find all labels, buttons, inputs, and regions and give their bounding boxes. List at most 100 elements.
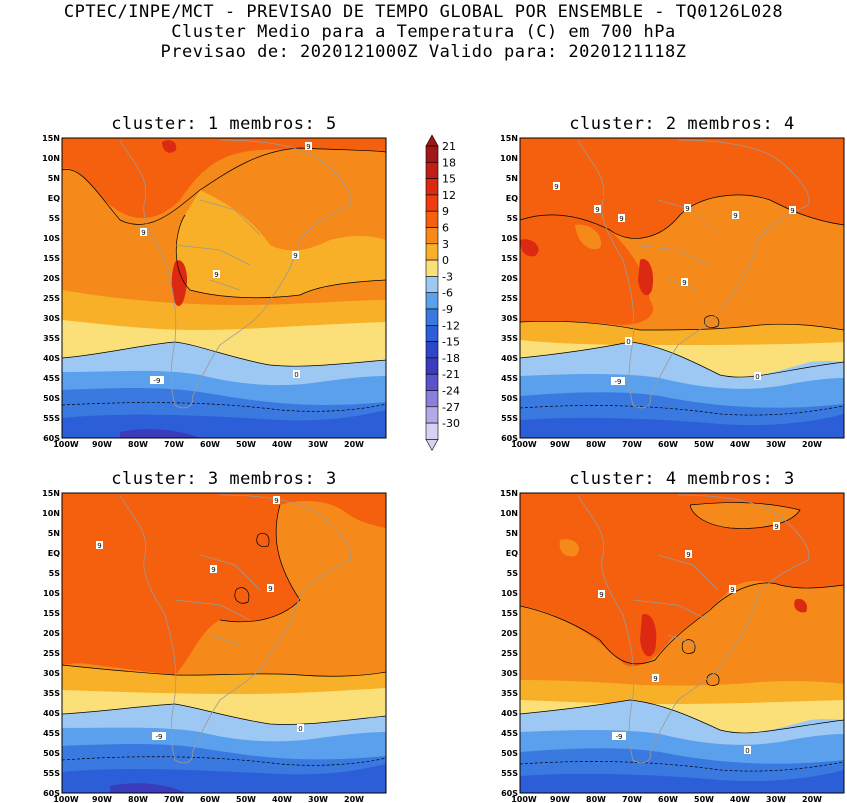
colorbar-label: -6	[442, 287, 453, 300]
svg-text:50S: 50S	[43, 749, 60, 758]
colorbar-label: 21	[442, 140, 456, 153]
contour-label-box	[625, 337, 632, 345]
svg-text:60S: 60S	[501, 434, 518, 443]
colorbar-label: 3	[442, 238, 449, 251]
colorbar-label: -30	[442, 417, 460, 430]
svg-text:25S: 25S	[501, 294, 518, 303]
contour-label: 9	[141, 229, 145, 237]
svg-text:90W: 90W	[92, 440, 112, 449]
contour-label-box	[293, 370, 300, 378]
colorbar-swatch	[425, 373, 439, 391]
svg-text:20S: 20S	[501, 629, 518, 638]
colorbar-label: -27	[442, 401, 460, 414]
svg-text:30S: 30S	[501, 669, 518, 678]
svg-text:15N: 15N	[42, 489, 60, 498]
panel-4-map: 9 9 9 9 9 0 -9	[520, 493, 844, 793]
svg-text:100W: 100W	[511, 440, 537, 449]
contour-label-box	[612, 732, 626, 740]
colorbar: 21 18 15 12 9 6 3 0 -3 -6 -9 -12 -15 -18 -21 -24 -27 -30	[425, 134, 460, 452]
svg-text:30S: 30S	[43, 314, 60, 323]
svg-text:45S: 45S	[501, 374, 518, 383]
contour-label: 9	[554, 183, 558, 191]
svg-text:15S: 15S	[43, 609, 60, 618]
svg-text:50W: 50W	[694, 795, 714, 803]
svg-text:15N: 15N	[500, 489, 518, 498]
panel-1-map: 9 9 9 9 0 -9	[62, 138, 386, 438]
svg-text:5N: 5N	[506, 529, 518, 538]
svg-text:10N: 10N	[500, 154, 518, 163]
contour-label: 9	[774, 523, 778, 531]
contour-label: 0	[745, 747, 749, 755]
svg-text:30W: 30W	[308, 440, 328, 449]
svg-text:40S: 40S	[501, 709, 518, 718]
svg-text:40S: 40S	[501, 354, 518, 363]
panel-3-map: 9 9 9 9 0 -9	[62, 493, 386, 793]
svg-text:10S: 10S	[43, 234, 60, 243]
svg-text:10S: 10S	[501, 589, 518, 598]
contour-label: 9	[733, 212, 737, 220]
contour-label-box	[684, 204, 691, 212]
svg-text:55S: 55S	[501, 769, 518, 778]
contour-label-box	[150, 376, 164, 384]
svg-text:10N: 10N	[42, 154, 60, 163]
contour-label-box	[292, 251, 299, 259]
contour-label: 9	[790, 207, 794, 215]
contour-label: 9	[211, 566, 215, 574]
colorbar-label: -24	[442, 385, 460, 398]
svg-text:15S: 15S	[501, 254, 518, 263]
svg-text:70W: 70W	[164, 440, 184, 449]
svg-text:15S: 15S	[43, 254, 60, 263]
svg-text:10S: 10S	[43, 589, 60, 598]
svg-text:10S: 10S	[501, 234, 518, 243]
colorbar-label: 15	[442, 173, 456, 186]
svg-text:60W: 60W	[200, 440, 220, 449]
svg-text:5S: 5S	[49, 214, 61, 223]
svg-text:60S: 60S	[43, 789, 60, 798]
panel-2-lat-axis: 15N 10N 5N EQ 5S 10S 15S 20S 25S 30S 35S…	[500, 134, 518, 443]
panel-2-lon-axis: 100W 90W 80W 70W 60W 50W 40W 30W 20W	[511, 440, 822, 449]
svg-text:55S: 55S	[43, 769, 60, 778]
contour-label-box	[773, 522, 780, 530]
panel-4-lon-axis: 100W 90W 80W 70W 60W 50W 40W 30W 20W	[511, 795, 822, 803]
panel-4-frame	[519, 492, 845, 794]
colorbar-swatch	[425, 210, 439, 228]
svg-text:40W: 40W	[730, 795, 750, 803]
contour-label: -9	[615, 378, 622, 386]
svg-text:25S: 25S	[501, 649, 518, 658]
svg-text:20S: 20S	[501, 274, 518, 283]
colorbar-label: 18	[442, 156, 456, 169]
svg-text:30W: 30W	[766, 440, 786, 449]
colorbar-label: 12	[442, 189, 456, 202]
svg-text:45S: 45S	[43, 374, 60, 383]
svg-text:45S: 45S	[43, 729, 60, 738]
panel-2-map: 9 9 9 9 9 9 9 0 0 -9	[520, 138, 844, 438]
svg-text:100W: 100W	[53, 795, 79, 803]
svg-text:EQ: EQ	[48, 549, 60, 558]
colorbar-swatch	[425, 324, 439, 342]
subtitle-dates: Previsao de: 2020121000Z Valido para: 20…	[160, 42, 687, 62]
colorbar-label: -3	[442, 270, 453, 283]
panel-1-lon-axis: 100W 90W 80W 70W 60W 50W 40W 30W 20W	[53, 440, 364, 449]
contour-label-box	[744, 746, 751, 754]
main-title: CPTEC/INPE/MCT - PREVISAO DE TEMPO GLOBA…	[63, 2, 784, 22]
svg-text:70W: 70W	[622, 440, 642, 449]
panel-2-title: cluster: 2 membros: 4	[569, 114, 795, 134]
contour-label: 9	[595, 206, 599, 214]
panel-3-frame	[61, 492, 387, 794]
colorbar-top-arrow	[425, 134, 439, 147]
panel-3-lon-axis: 100W 90W 80W 70W 60W 50W 40W 30W 20W	[53, 795, 364, 803]
contour-label: -9	[154, 377, 161, 385]
contour-label: 0	[755, 373, 759, 381]
svg-text:25S: 25S	[43, 649, 60, 658]
svg-text:55S: 55S	[501, 414, 518, 423]
contour-label: 9	[268, 585, 272, 593]
svg-text:80W: 80W	[586, 795, 606, 803]
svg-text:5S: 5S	[49, 569, 61, 578]
contour-label-box	[652, 674, 659, 682]
colorbar-swatch	[425, 422, 439, 440]
contour-label: 0	[298, 725, 302, 733]
contour-label-box	[273, 496, 280, 504]
colorbar-label: -12	[442, 319, 460, 332]
colorbar-swatch	[425, 243, 439, 261]
colorbar-swatch	[425, 406, 439, 424]
